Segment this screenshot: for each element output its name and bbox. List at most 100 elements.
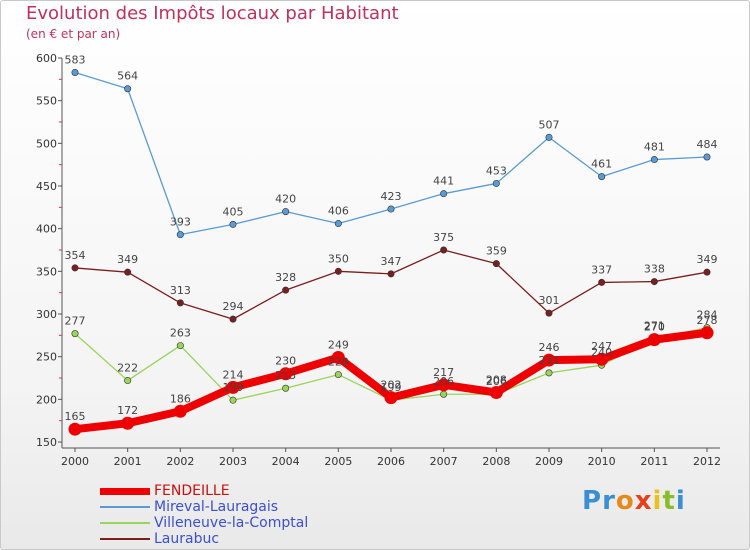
data-point [545, 369, 553, 377]
legend-swatch [100, 522, 150, 524]
data-label: 405 [223, 205, 244, 218]
data-point [173, 404, 187, 418]
logo-letter: i [675, 486, 686, 516]
data-label: 277 [65, 315, 86, 328]
data-label: 229 [328, 356, 349, 369]
y-tick-label: 200 [36, 393, 57, 406]
data-label: 484 [697, 138, 718, 151]
data-label: 481 [644, 141, 665, 154]
data-point [545, 309, 553, 317]
legend-swatch [100, 538, 150, 540]
data-point [598, 278, 606, 286]
data-label: 240 [591, 346, 612, 359]
y-tick-label: 500 [36, 137, 57, 150]
legend-item: FENDEILLE [100, 483, 308, 499]
data-point [492, 260, 500, 268]
data-label: 359 [486, 245, 507, 258]
logo-letter: i [652, 486, 663, 516]
data-point [334, 220, 342, 228]
y-tick-label: 450 [36, 180, 57, 193]
data-label: 294 [223, 300, 244, 313]
data-point [595, 352, 609, 366]
x-tick-label: 2012 [693, 455, 721, 468]
x-tick-label: 2008 [482, 455, 510, 468]
data-label: 231 [539, 354, 560, 367]
data-point [440, 190, 448, 198]
data-label: 313 [170, 284, 191, 297]
data-point [650, 278, 658, 286]
data-point [703, 268, 711, 276]
data-point [387, 270, 395, 278]
data-label: 583 [65, 54, 86, 67]
data-point [121, 416, 135, 430]
data-label: 165 [65, 410, 86, 423]
data-point [71, 330, 79, 338]
chart-title: Evolution des Impôts locaux par Habitant [26, 3, 399, 24]
data-label: 354 [65, 249, 86, 262]
data-label: 284 [697, 309, 718, 322]
data-label: 199 [381, 381, 402, 394]
data-point [226, 380, 240, 394]
data-label: 564 [117, 70, 138, 83]
logo-letter: o [615, 486, 635, 516]
data-label: 263 [170, 327, 191, 340]
data-label: 202 [381, 379, 402, 392]
data-point [440, 390, 448, 398]
x-tick-label: 2001 [114, 455, 142, 468]
data-label: 453 [486, 164, 507, 177]
data-point [334, 371, 342, 379]
x-tick-label: 2009 [535, 455, 563, 468]
data-point [492, 179, 500, 187]
data-point [71, 69, 79, 77]
data-point [124, 377, 132, 385]
data-label: 406 [328, 205, 349, 218]
data-label: 214 [223, 368, 244, 381]
data-label: 423 [381, 190, 402, 203]
legend-item: Villeneuve-la-Comptal [100, 515, 308, 531]
data-point [68, 422, 82, 436]
data-point [282, 286, 290, 294]
data-label: 393 [170, 216, 191, 229]
legend-swatch [100, 487, 150, 495]
data-point [331, 351, 345, 365]
legend-label: Laurabuc [154, 531, 220, 547]
data-label: 349 [697, 253, 718, 266]
data-point [229, 315, 237, 323]
data-point [124, 268, 132, 276]
data-point [124, 85, 132, 93]
logo-letter: r [602, 486, 616, 516]
data-point [334, 267, 342, 275]
x-tick-label: 2005 [324, 455, 352, 468]
data-label: 375 [433, 231, 454, 244]
x-tick-label: 2006 [377, 455, 405, 468]
data-label: 328 [275, 271, 296, 284]
data-label: 271 [644, 320, 665, 333]
data-label: 230 [275, 355, 296, 368]
data-label: 249 [328, 339, 349, 352]
y-tick-label: 300 [36, 308, 57, 321]
y-tick-label: 600 [36, 52, 57, 65]
legend-swatch [100, 506, 150, 508]
data-label: 278 [697, 314, 718, 327]
data-label: 338 [644, 263, 665, 276]
data-label: 222 [117, 362, 138, 375]
chart-legend: FENDEILLE Mireval-Lauragais Villeneuve-la-… [100, 483, 308, 547]
data-point [545, 133, 553, 141]
data-label: 507 [539, 118, 560, 131]
y-tick-label: 550 [36, 95, 57, 108]
data-point [384, 391, 398, 405]
data-label: 441 [433, 175, 454, 188]
x-tick-label: 2011 [640, 455, 668, 468]
data-label: 208 [486, 374, 507, 387]
data-point [176, 299, 184, 307]
logo-letter: t [662, 486, 676, 516]
data-label: 350 [328, 252, 349, 265]
data-label: 217 [433, 366, 454, 379]
data-label: 270 [644, 321, 665, 334]
data-point [700, 326, 714, 340]
x-tick-label: 2010 [588, 455, 616, 468]
data-label: 199 [223, 381, 244, 394]
logo-letter: x [634, 486, 653, 516]
data-label: 206 [486, 375, 507, 388]
